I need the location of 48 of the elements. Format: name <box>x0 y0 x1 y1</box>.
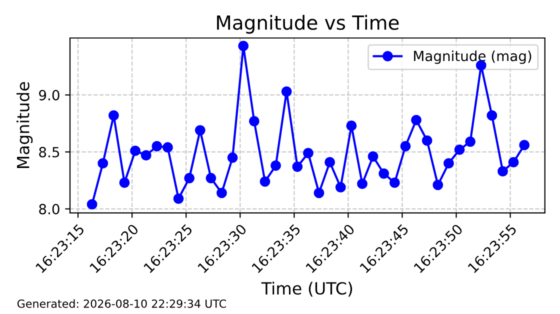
point <box>260 176 270 187</box>
point <box>368 151 378 162</box>
point <box>498 166 508 177</box>
point <box>432 180 444 190</box>
point <box>335 182 346 192</box>
point <box>162 142 173 153</box>
point <box>486 110 498 121</box>
point <box>281 86 292 97</box>
point <box>519 140 530 150</box>
point <box>422 135 432 146</box>
point <box>206 172 216 184</box>
point <box>130 146 140 156</box>
point <box>303 148 314 158</box>
y-tick-label: 8.0 <box>39 204 60 214</box>
point <box>248 116 260 126</box>
point <box>389 177 400 188</box>
point <box>216 188 227 198</box>
point <box>140 150 152 161</box>
text: Generated: 2026-08-10 22:29:34 UTC <box>17 299 226 308</box>
point <box>292 162 303 172</box>
point <box>443 158 454 169</box>
point <box>378 168 390 179</box>
point <box>238 40 249 52</box>
point <box>108 110 119 121</box>
y-axis-title: Magnitude <box>16 82 33 168</box>
point <box>346 120 357 131</box>
point <box>270 160 281 171</box>
point <box>98 158 108 169</box>
point <box>119 177 130 188</box>
point <box>400 141 411 152</box>
point <box>86 199 98 210</box>
point <box>324 156 336 168</box>
point <box>194 125 206 136</box>
point <box>411 114 422 126</box>
point <box>184 172 195 184</box>
point <box>508 156 519 168</box>
legend-label: Magnitude (mag) <box>414 50 532 64</box>
point <box>227 152 238 163</box>
point <box>357 178 368 190</box>
point <box>465 136 476 147</box>
point <box>314 188 324 198</box>
chart-title: Magnitude vs Time <box>217 14 399 34</box>
point <box>152 141 162 152</box>
point <box>173 193 184 204</box>
y-tick-label: 9.0 <box>39 90 60 100</box>
x-axis-title: Time (UTC) <box>261 282 352 297</box>
y-tick-label: 8.5 <box>39 146 60 158</box>
point <box>454 144 465 155</box>
